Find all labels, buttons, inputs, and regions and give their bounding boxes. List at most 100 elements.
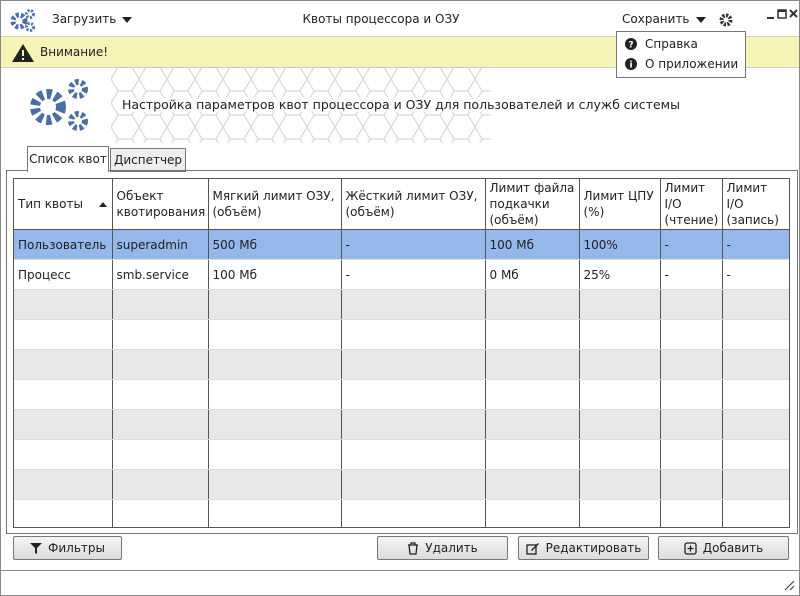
table-cell bbox=[208, 289, 342, 320]
window-title: Квоты процессора и ОЗУ bbox=[302, 12, 460, 26]
table-cell bbox=[485, 319, 580, 350]
column-header[interactable]: Тип квоты bbox=[14, 179, 113, 230]
button-label: Фильтры bbox=[48, 541, 105, 555]
table-cell bbox=[14, 409, 113, 440]
table-cell bbox=[208, 319, 342, 350]
column-header[interactable]: Лимит I/O (запись) bbox=[722, 179, 789, 230]
settings-button[interactable] bbox=[718, 12, 734, 28]
table-cell bbox=[660, 289, 723, 320]
table-cell bbox=[112, 289, 209, 320]
svg-text:i: i bbox=[629, 61, 632, 71]
table-cell bbox=[208, 349, 342, 380]
filters-button[interactable]: Фильтры bbox=[13, 536, 122, 560]
dropdown-menu: ? Справка i О приложении bbox=[616, 31, 746, 78]
table-cell bbox=[112, 469, 209, 500]
tab-panel bbox=[6, 170, 798, 534]
column-header[interactable]: Жёсткий лимит ОЗУ, (объём) bbox=[341, 179, 486, 230]
column-header[interactable]: Мягкий лимит ОЗУ, (объём) bbox=[208, 179, 342, 230]
table-cell bbox=[485, 289, 580, 320]
sort-indicator bbox=[98, 202, 107, 207]
table-cell bbox=[485, 439, 580, 470]
button-label: Добавить bbox=[702, 541, 764, 555]
table-row bbox=[14, 289, 789, 320]
table-cell bbox=[208, 379, 342, 410]
table-row bbox=[14, 319, 789, 350]
column-header[interactable]: Объект квотирования bbox=[112, 179, 209, 230]
delete-button[interactable]: Удалить bbox=[377, 536, 508, 560]
table-cell bbox=[660, 469, 723, 500]
table-row bbox=[14, 409, 789, 440]
table-row bbox=[14, 379, 789, 410]
save-menu[interactable]: Сохранить bbox=[622, 12, 706, 26]
table-cell bbox=[14, 469, 113, 500]
header-text: Настройка параметров квот процессора и О… bbox=[122, 97, 680, 112]
table-cell bbox=[208, 499, 342, 527]
column-header[interactable]: Лимит файла подкачки (объём) bbox=[485, 179, 580, 230]
table-row bbox=[14, 349, 789, 380]
tab[interactable]: Диспетчер bbox=[110, 148, 186, 172]
load-menu[interactable]: Загрузить bbox=[52, 12, 133, 26]
table-cell bbox=[341, 289, 486, 320]
table-cell: - bbox=[722, 229, 789, 260]
edit-button[interactable]: Редактировать bbox=[518, 536, 649, 560]
table-row bbox=[14, 469, 789, 500]
table-cell bbox=[722, 349, 789, 380]
table-cell: 0 Мб bbox=[485, 259, 580, 290]
load-label: Загрузить bbox=[52, 12, 117, 26]
info-icon: i bbox=[625, 58, 637, 70]
header-row: Тип квоты Объект квотирования Мягкий лимит… bbox=[14, 179, 789, 230]
table-cell bbox=[14, 379, 113, 410]
menu-item[interactable]: ? Справка bbox=[625, 37, 698, 51]
table-cell bbox=[579, 499, 661, 527]
table-row bbox=[14, 499, 789, 527]
table-cell bbox=[112, 409, 209, 440]
table-cell bbox=[579, 409, 661, 440]
table-cell: 100% bbox=[579, 229, 661, 260]
table-cell bbox=[579, 349, 661, 380]
table-cell: superadmin bbox=[112, 229, 209, 260]
quota-table: Тип квоты Объект квотирования Мягкий лимит… bbox=[14, 179, 789, 527]
table-cell bbox=[112, 499, 209, 527]
tab-active[interactable]: Список квот bbox=[27, 146, 109, 172]
table-cell: - bbox=[660, 259, 723, 290]
column-header[interactable]: Лимит I/O (чтение) bbox=[660, 179, 723, 230]
table-cell bbox=[112, 349, 209, 380]
table-cell: - bbox=[341, 229, 486, 260]
table-row[interactable]: Пользователь superadmin 500 Мб -100 Мб 100% -… bbox=[14, 229, 789, 260]
table-cell bbox=[722, 439, 789, 470]
table-cell bbox=[341, 319, 486, 350]
table-cell bbox=[660, 379, 723, 410]
button-label: Удалить bbox=[425, 541, 478, 555]
table-cell bbox=[579, 379, 661, 410]
table-cell bbox=[579, 469, 661, 500]
help-icon: ? bbox=[625, 38, 637, 50]
window-controls[interactable] bbox=[765, 7, 799, 21]
table-cell bbox=[660, 319, 723, 350]
table-cell: 100 Мб bbox=[208, 259, 342, 290]
table-cell: smb.service bbox=[112, 259, 209, 290]
table-cell bbox=[485, 379, 580, 410]
table-cell bbox=[341, 379, 486, 410]
add-icon bbox=[684, 541, 697, 555]
table-cell bbox=[722, 379, 789, 410]
table-row[interactable]: Процесс smb.service 100 Мб -0 Мб 25% - - bbox=[14, 259, 789, 290]
app-icon bbox=[10, 9, 35, 32]
table-cell bbox=[14, 349, 113, 380]
resize-grip[interactable] bbox=[783, 579, 795, 591]
table-cell bbox=[208, 409, 342, 440]
table-cell bbox=[722, 409, 789, 440]
table-cell: - bbox=[660, 229, 723, 260]
table-cell: Процесс bbox=[14, 259, 113, 290]
add-button[interactable]: Добавить bbox=[658, 536, 789, 560]
header-icon bbox=[30, 79, 88, 131]
filter-icon bbox=[30, 543, 43, 554]
column-header[interactable]: Лимит ЦПУ (%) bbox=[579, 179, 661, 230]
warning-icon bbox=[12, 44, 34, 62]
table-cell bbox=[660, 439, 723, 470]
table-cell bbox=[341, 439, 486, 470]
table-cell bbox=[660, 349, 723, 380]
menu-item[interactable]: i О приложении bbox=[625, 57, 738, 71]
table-cell bbox=[660, 409, 723, 440]
table-cell: 500 Мб bbox=[208, 229, 342, 260]
table-cell bbox=[14, 439, 113, 470]
